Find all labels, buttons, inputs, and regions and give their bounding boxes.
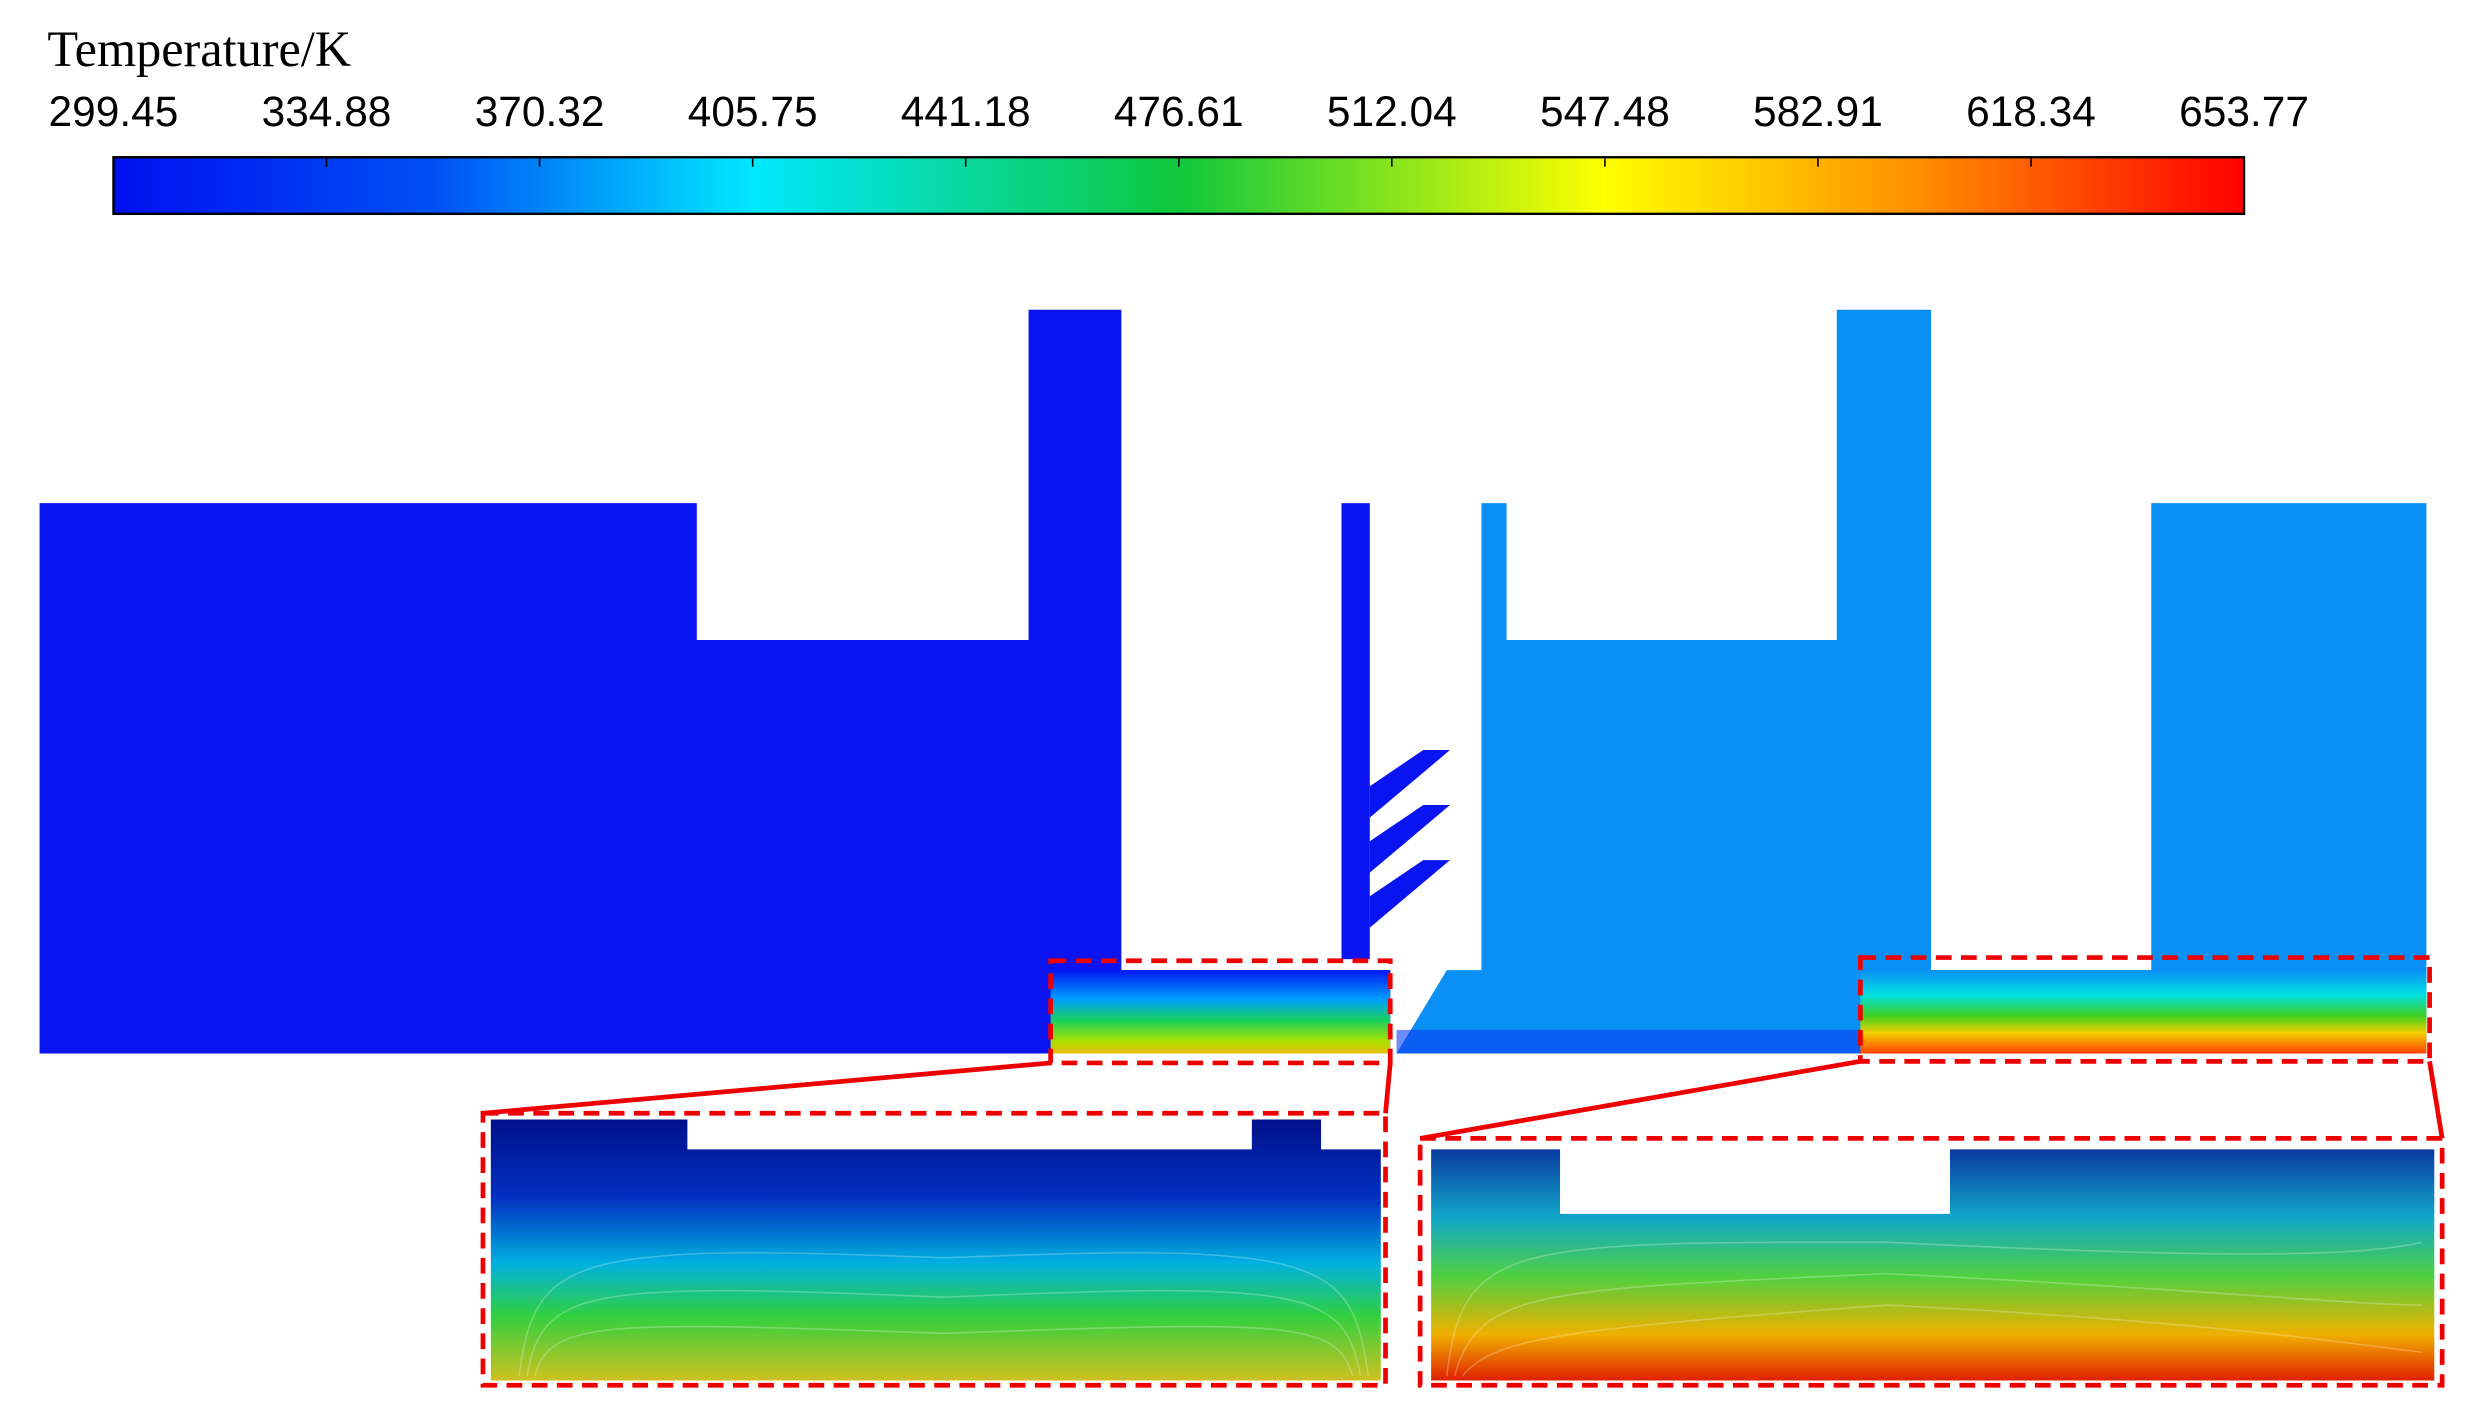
zoom-boxes [480, 955, 2445, 1388]
inset-left [490, 1119, 1381, 1381]
cold-region [39, 309, 1391, 1054]
tick-label: 299.45 [49, 88, 179, 135]
gap-layer [1396, 1029, 1869, 1054]
hot-zone-left [1050, 970, 1391, 1054]
fins [1369, 750, 1450, 928]
tick-label: 334.88 [262, 88, 392, 135]
zoom-lines [482, 1059, 2445, 1141]
tick-label: 582.91 [1753, 88, 1883, 135]
tick-label: 370.32 [475, 88, 605, 135]
tick-label: 476.61 [1114, 88, 1244, 135]
tick-label: 618.34 [1966, 88, 2096, 135]
tick-label: 405.75 [688, 88, 818, 135]
hot-zone-right [1860, 970, 2427, 1054]
tick-label: 547.48 [1540, 88, 1670, 135]
tick-label: 512.04 [1327, 88, 1457, 135]
warm-region [1396, 309, 2427, 1054]
tick-label: 441.18 [901, 88, 1031, 135]
isolines [518, 1241, 2422, 1377]
tick-label: 653.77 [2179, 88, 2309, 135]
colorbar [112, 156, 2246, 216]
colorbar-title: Temperature/K [47, 21, 351, 77]
rod [1341, 503, 1370, 960]
colorbar-ticks: 299.45 334.88 370.32 405.75 441.18 476.61 512.… [49, 88, 2309, 167]
inset-right [1431, 1149, 2435, 1381]
